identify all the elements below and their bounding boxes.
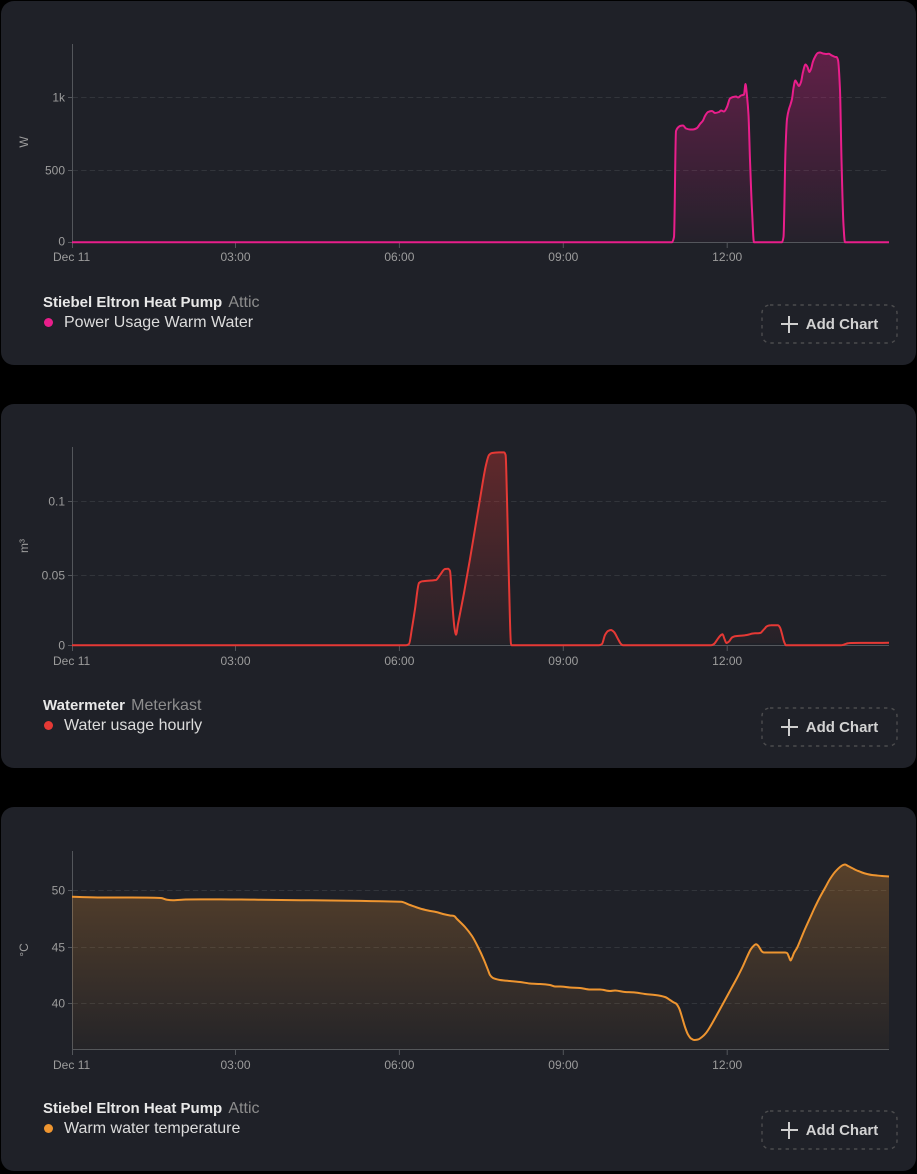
svg-text:45: 45: [52, 941, 66, 955]
svg-text:06:00: 06:00: [384, 250, 414, 264]
svg-text:03:00: 03:00: [220, 250, 250, 264]
svg-text:40: 40: [52, 997, 66, 1011]
svg-text:Dec 11: Dec 11: [53, 654, 90, 668]
svg-text:12:00: 12:00: [712, 1058, 742, 1072]
svg-text:1k: 1k: [52, 91, 66, 105]
svg-text:0.1: 0.1: [48, 495, 65, 509]
svg-text:Dec 11: Dec 11: [53, 250, 90, 264]
svg-text:09:00: 09:00: [548, 654, 578, 668]
svg-text:0: 0: [58, 639, 65, 653]
svg-text:12:00: 12:00: [712, 654, 742, 668]
svg-text:°C: °C: [17, 943, 31, 957]
svg-text:09:00: 09:00: [548, 250, 578, 264]
svg-text:12:00: 12:00: [712, 250, 742, 264]
svg-text:0.05: 0.05: [42, 569, 66, 583]
svg-text:09:00: 09:00: [548, 1058, 578, 1072]
svg-text:06:00: 06:00: [384, 1058, 414, 1072]
svg-text:0: 0: [58, 235, 65, 249]
svg-text:03:00: 03:00: [220, 1058, 250, 1072]
svg-text:500: 500: [45, 164, 65, 178]
svg-text:03:00: 03:00: [220, 654, 250, 668]
svg-text:Dec 11: Dec 11: [53, 1058, 90, 1072]
svg-text:50: 50: [52, 884, 66, 898]
svg-text:06:00: 06:00: [384, 654, 414, 668]
svg-text:m³: m³: [17, 539, 31, 553]
svg-text:W: W: [17, 136, 31, 148]
